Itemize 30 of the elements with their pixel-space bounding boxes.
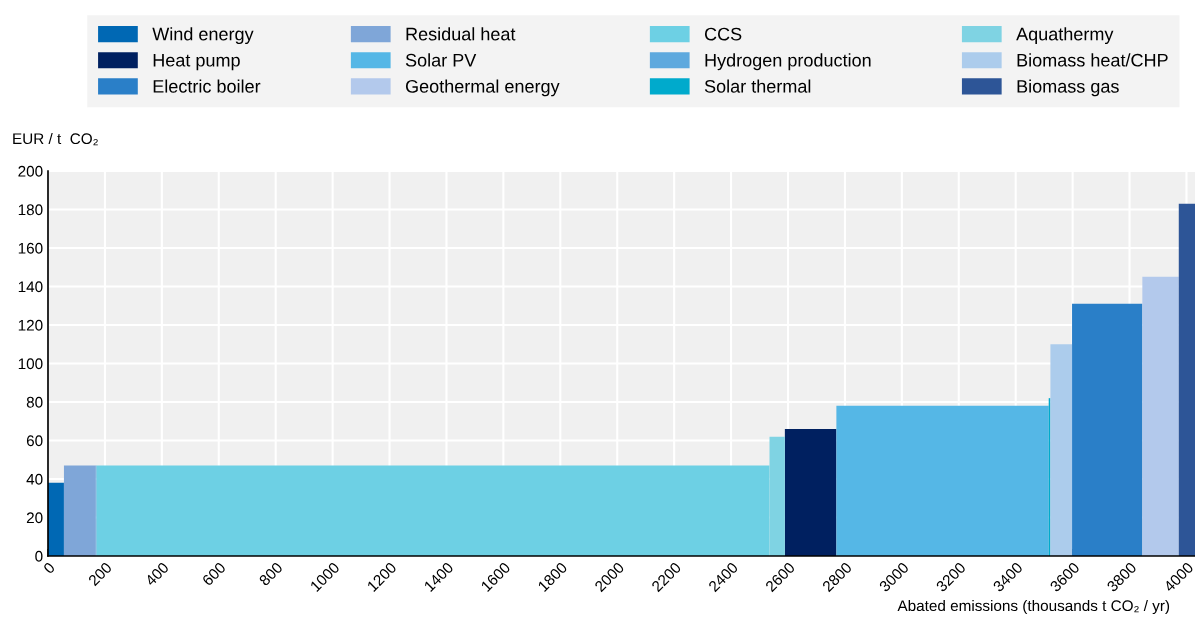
y-tick-label: 140 <box>18 281 43 293</box>
x-tick-label: 200 <box>87 561 113 587</box>
legend-label: Solar PV <box>405 53 477 67</box>
legend-label: Electric boiler <box>153 79 261 93</box>
legend-label: Residual heat <box>406 27 516 41</box>
legend-label: Geothermal energy <box>405 79 560 97</box>
legend-label: Biomass heat/CHP <box>1017 53 1168 67</box>
y-axis-title: EUR / t CO₂ <box>13 132 98 146</box>
y-tick-label: 20 <box>26 512 43 524</box>
legend-label: Hydrogen production <box>705 53 871 71</box>
legend-label: Heat pump <box>153 54 240 71</box>
y-tick-label: 200 <box>18 165 43 177</box>
legend-label: Wind energy <box>152 27 254 45</box>
y-tick-label: 40 <box>26 473 43 485</box>
legend-label: CCS <box>704 27 742 41</box>
y-tick-label: 60 <box>26 435 43 447</box>
legend-label: Biomass gas <box>1017 79 1119 97</box>
y-tick-label: 180 <box>18 204 43 216</box>
y-tick-label: 160 <box>18 242 43 254</box>
x-axis-title: Abated emissions (thousands t CO₂ / yr) <box>897 599 1170 615</box>
y-tick-label: 80 <box>26 396 43 408</box>
x-tick-label: 0 <box>42 561 56 575</box>
x-tick-label: 800 <box>258 561 284 587</box>
legend-label: Aquathermy <box>1016 27 1114 45</box>
y-tick-label: 100 <box>18 358 43 370</box>
legend-label: Solar thermal <box>704 79 811 93</box>
x-tick-label: 400 <box>144 561 170 587</box>
x-tick-label: 600 <box>201 561 227 587</box>
y-tick-label: 0 <box>35 550 43 562</box>
y-tick-label: 120 <box>18 319 43 331</box>
